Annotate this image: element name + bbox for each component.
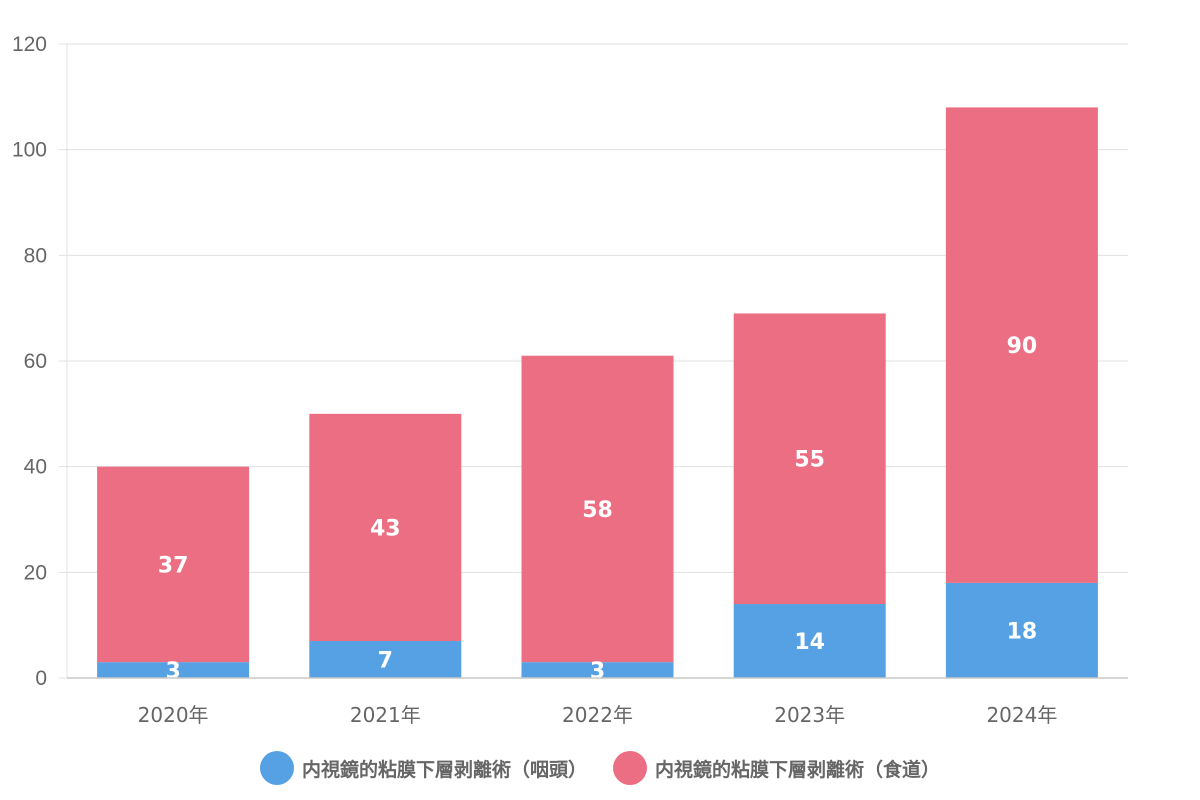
- y-tick-label: 100: [12, 139, 47, 162]
- x-tick-label: 2024年: [986, 703, 1057, 727]
- y-tick-label: 60: [24, 350, 47, 373]
- data-label: 90: [1007, 334, 1038, 359]
- legend-swatch-esophagus: [613, 751, 647, 785]
- data-label: 3: [590, 659, 605, 684]
- legend-label-esophagus: 内視鏡的粘膜下層剥離術（食道）: [655, 758, 941, 781]
- legend-item-pharynx[interactable]: 内視鏡的粘膜下層剥離術（咽頭）: [259, 751, 587, 785]
- bar-segment: [309, 413, 462, 642]
- bar-segment: [733, 313, 886, 605]
- data-label: 3: [165, 659, 180, 684]
- bar-segment: [945, 582, 1098, 678]
- y-tick-label: 0: [35, 667, 47, 690]
- data-labels: 3 37 7 43 3 58 14 55 18 90: [158, 334, 1037, 684]
- y-tick-label: 40: [24, 456, 47, 479]
- bar-segment: [521, 662, 674, 678]
- y-tick-label: 80: [24, 244, 47, 267]
- bar-segment: [97, 662, 250, 678]
- data-label: 58: [582, 498, 613, 523]
- y-tick-label: 120: [12, 33, 47, 56]
- data-label: 43: [370, 516, 401, 541]
- bar-segment: [945, 107, 1098, 583]
- legend: 内視鏡的粘膜下層剥離術（咽頭） 内視鏡的粘膜下層剥離術（食道）: [0, 748, 1200, 788]
- axes: [66, 44, 1128, 679]
- x-tick-label: 2023年: [774, 703, 845, 727]
- legend-item-esophagus[interactable]: 内視鏡的粘膜下層剥離術（食道）: [613, 751, 940, 785]
- data-label: 7: [378, 649, 393, 674]
- x-tick-label: 2021年: [350, 703, 421, 727]
- x-tick-label: 2022年: [562, 703, 633, 727]
- x-tick-label: 2020年: [138, 703, 209, 727]
- bar-segment: [733, 604, 886, 678]
- bar-segment: [521, 355, 674, 663]
- data-label: 37: [158, 553, 189, 578]
- legend-label-pharynx: 内視鏡的粘膜下層剥離術（咽頭）: [301, 758, 587, 781]
- bars: [97, 107, 1098, 678]
- data-label: 55: [794, 448, 825, 473]
- bar-segment: [309, 641, 462, 678]
- bar-segment: [97, 466, 250, 663]
- data-label: 18: [1007, 619, 1038, 644]
- legend-swatch-pharynx: [259, 751, 294, 785]
- y-tick-label: 20: [24, 561, 47, 584]
- y-axis-ticks: 0 20 40 60 80 100 120: [12, 33, 47, 690]
- data-label: 14: [794, 630, 825, 655]
- x-axis-ticks: 2020年 2021年 2022年 2023年 2024年: [138, 703, 1058, 727]
